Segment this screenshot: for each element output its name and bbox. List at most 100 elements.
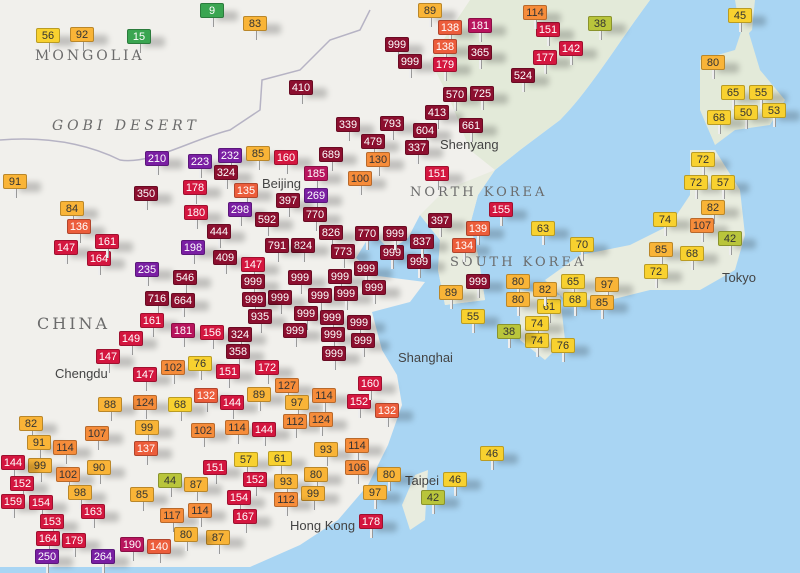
aqi-value-label[interactable]: 102 [56,467,80,482]
aqi-value-label[interactable]: 114 [523,5,547,20]
aqi-value-label[interactable]: 444 [207,224,231,239]
aqi-value-label[interactable]: 592 [255,212,279,227]
aqi-value-label[interactable]: 339 [336,117,360,132]
aqi-value-label[interactable]: 264 [91,549,115,564]
aqi-value-label[interactable]: 154 [227,490,251,505]
aqi-value-label[interactable]: 142 [559,41,583,56]
aqi-value-label[interactable]: 999 [328,269,352,284]
aqi-value-label[interactable]: 135 [234,183,258,198]
aqi-value-label[interactable]: 999 [268,290,292,305]
aqi-value-label[interactable]: 74 [525,316,549,331]
aqi-value-label[interactable]: 114 [188,503,212,518]
aqi-value-label[interactable]: 178 [359,514,383,529]
aqi-value-label[interactable]: 570 [443,87,467,102]
aqi-value-label[interactable]: 93 [274,474,298,489]
aqi-value-label[interactable]: 99 [28,458,52,473]
aqi-value-label[interactable]: 190 [120,537,144,552]
aqi-value-label[interactable]: 661 [459,118,483,133]
aqi-value-label[interactable]: 57 [711,175,735,190]
aqi-value-label[interactable]: 134 [452,238,476,253]
aqi-value-label[interactable]: 106 [345,460,369,475]
aqi-value-label[interactable]: 999 [241,274,265,289]
aqi-value-label[interactable]: 46 [443,472,467,487]
aqi-value-label[interactable]: 147 [54,240,78,255]
aqi-value-label[interactable]: 97 [363,485,387,500]
aqi-value-label[interactable]: 144 [220,395,244,410]
aqi-value-label[interactable]: 139 [466,221,490,236]
aqi-value-label[interactable]: 999 [321,327,345,342]
aqi-value-label[interactable]: 124 [133,395,157,410]
aqi-value-label[interactable]: 365 [468,45,492,60]
aqi-value-label[interactable]: 74 [653,212,677,227]
aqi-value-label[interactable]: 80 [701,55,725,70]
aqi-value-label[interactable]: 235 [135,262,159,277]
aqi-value-label[interactable]: 179 [62,533,86,548]
aqi-value-label[interactable]: 397 [428,213,452,228]
aqi-value-label[interactable]: 89 [439,285,463,300]
aqi-value-label[interactable]: 91 [27,435,51,450]
aqi-value-label[interactable]: 127 [275,378,299,393]
aqi-value-label[interactable]: 999 [322,346,346,361]
aqi-value-label[interactable]: 172 [255,360,279,375]
aqi-value-label[interactable]: 144 [252,422,276,437]
aqi-value-label[interactable]: 149 [119,331,143,346]
aqi-value-label[interactable]: 87 [206,530,230,545]
aqi-value-label[interactable]: 55 [749,85,773,100]
aqi-value-label[interactable]: 147 [96,349,120,364]
aqi-value-label[interactable]: 84 [60,201,84,216]
aqi-value-label[interactable]: 999 [334,286,358,301]
aqi-value-label[interactable]: 65 [721,85,745,100]
aqi-value-label[interactable]: 156 [200,325,224,340]
aqi-value-label[interactable]: 68 [563,292,587,307]
aqi-value-label[interactable]: 770 [355,226,379,241]
aqi-value-label[interactable]: 164 [36,531,60,546]
aqi-value-label[interactable]: 689 [319,147,343,162]
aqi-value-label[interactable]: 89 [247,387,271,402]
aqi-value-label[interactable]: 9 [200,3,224,18]
aqi-value-label[interactable]: 999 [466,274,490,289]
aqi-value-label[interactable]: 80 [506,274,530,289]
aqi-value-label[interactable]: 102 [191,423,215,438]
aqi-value-label[interactable]: 50 [734,105,758,120]
aqi-value-label[interactable]: 397 [276,193,300,208]
aqi-value-label[interactable]: 68 [680,246,704,261]
aqi-value-label[interactable]: 85 [590,295,614,310]
aqi-value-label[interactable]: 773 [331,244,355,259]
aqi-value-label[interactable]: 160 [358,376,382,391]
aqi-value-label[interactable]: 114 [345,438,369,453]
aqi-value-label[interactable]: 151 [536,22,560,37]
aqi-value-label[interactable]: 61 [268,451,292,466]
aqi-value-label[interactable]: 93 [314,442,338,457]
aqi-value-label[interactable]: 114 [53,440,77,455]
aqi-value-label[interactable]: 76 [551,338,575,353]
aqi-value-label[interactable]: 88 [98,397,122,412]
aqi-value-label[interactable]: 91 [3,174,27,189]
aqi-value-label[interactable]: 90 [87,460,111,475]
aqi-value-label[interactable]: 82 [19,416,43,431]
aqi-value-label[interactable]: 138 [438,20,462,35]
aqi-value-label[interactable]: 999 [308,288,332,303]
aqi-value-label[interactable]: 130 [366,152,390,167]
aqi-value-label[interactable]: 83 [243,16,267,31]
aqi-value-label[interactable]: 999 [294,306,318,321]
aqi-value-label[interactable]: 161 [140,313,164,328]
aqi-value-label[interactable]: 151 [216,364,240,379]
aqi-value-label[interactable]: 114 [312,388,336,403]
aqi-value-label[interactable]: 117 [160,508,184,523]
aqi-value-label[interactable]: 409 [213,250,237,265]
aqi-value-label[interactable]: 76 [188,356,212,371]
aqi-value-label[interactable]: 151 [203,460,227,475]
aqi-value-label[interactable]: 124 [309,412,333,427]
aqi-value-label[interactable]: 167 [233,509,257,524]
aqi-value-label[interactable]: 80 [174,527,198,542]
aqi-value-label[interactable]: 298 [228,202,252,217]
aqi-value-label[interactable]: 793 [380,116,404,131]
aqi-value-label[interactable]: 725 [470,86,494,101]
aqi-value-label[interactable]: 223 [188,154,212,169]
aqi-value-label[interactable]: 337 [405,140,429,155]
aqi-value-label[interactable]: 68 [168,397,192,412]
aqi-value-label[interactable]: 185 [304,166,328,181]
aqi-value-label[interactable]: 999 [347,315,371,330]
aqi-value-label[interactable]: 68 [707,110,731,125]
